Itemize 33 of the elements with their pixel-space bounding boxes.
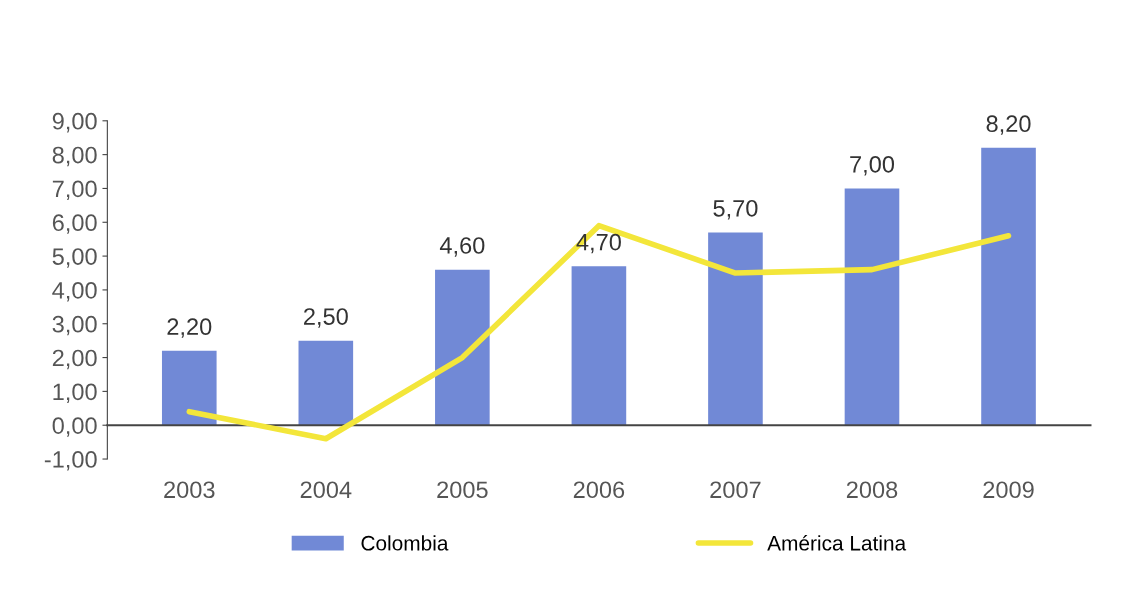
bar <box>435 269 490 426</box>
data-label: 2,50 <box>304 308 348 328</box>
data-label: 8,20 <box>986 115 1031 135</box>
x-tick-label: 2009 <box>983 481 1034 499</box>
x-tick-label: 2005 <box>437 481 488 499</box>
y-tick-label: 9,00 <box>52 112 97 133</box>
data-label: 5,70 <box>713 199 758 220</box>
x-tick-label: 2006 <box>573 481 625 499</box>
x-tick-label: 2008 <box>846 481 898 499</box>
y-tick-label: 5,00 <box>52 248 97 268</box>
bar <box>844 188 900 426</box>
data-label: 2,20 <box>167 318 212 338</box>
x-tick-label: 2007 <box>710 481 761 499</box>
bar <box>981 147 1036 426</box>
y-tick-label: 0,00 <box>52 417 97 437</box>
y-tick-label: 7,00 <box>52 180 97 201</box>
data-label: 7,00 <box>850 155 895 176</box>
bar <box>708 232 763 426</box>
x-tick-label: 2003 <box>164 481 215 499</box>
bar <box>298 340 354 426</box>
y-tick-label: 6,00 <box>52 214 97 234</box>
y-tick-label: 2,00 <box>52 349 97 370</box>
bar <box>161 350 217 426</box>
legend-label: Colombia <box>361 535 449 551</box>
y-tick-label: -1,00 <box>44 451 97 471</box>
x-tick-label: 2004 <box>300 481 352 499</box>
bar <box>571 266 627 426</box>
data-label: 4,60 <box>439 237 485 257</box>
legend-label: América Latina <box>767 535 907 551</box>
y-tick-label: 1,00 <box>53 383 97 403</box>
y-tick-label: 4,00 <box>52 281 97 302</box>
y-tick-label: 3,00 <box>52 315 97 336</box>
y-tick-label: 8,00 <box>52 146 97 167</box>
